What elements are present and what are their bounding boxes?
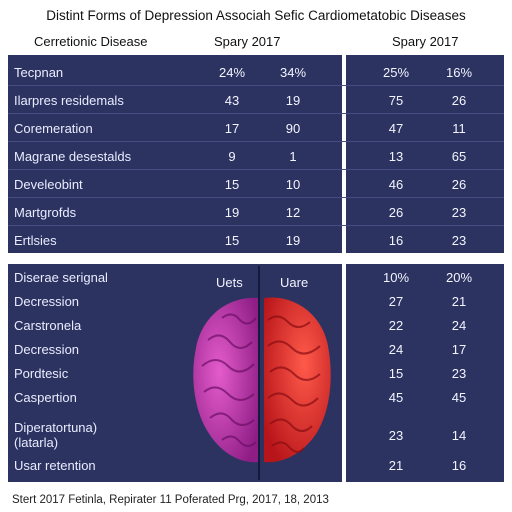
brain-header-left: Uets <box>216 275 243 290</box>
cell-value: 17 <box>451 342 467 357</box>
cell-value: 15 <box>388 366 404 381</box>
cell-value: 43 <box>224 93 240 108</box>
cell-value: 25% <box>382 65 410 80</box>
cell-value: 26 <box>388 205 404 220</box>
cell-value: 21 <box>388 458 404 473</box>
cell-value: 10% <box>382 270 410 285</box>
table-row: Ilarpres residemals 43 19 75 26 <box>0 86 512 114</box>
cell-value: 21 <box>451 294 467 309</box>
row-label-line-2: (latarla) <box>14 435 59 450</box>
row-label: Usar retention <box>14 458 96 473</box>
row-divider <box>8 113 504 114</box>
cell-value: 19 <box>285 93 301 108</box>
cell-value: 26 <box>451 177 467 192</box>
table-row: Caspertion 45 45 <box>0 384 512 408</box>
cell-value: 16 <box>451 458 467 473</box>
row-label: Decression <box>14 342 80 357</box>
column-header-disease: Cerretionic Disease <box>34 34 148 49</box>
row-label: Coremeration <box>14 121 93 136</box>
table-row: Martgrofds 19 12 26 23 <box>0 198 512 226</box>
cell-value: 15 <box>224 233 240 248</box>
study1-panel-top <box>178 55 342 253</box>
brain-illustration <box>193 297 331 463</box>
cell-value: 10 <box>285 177 301 192</box>
row-divider <box>8 85 504 86</box>
row-label: Ertlsies <box>14 233 57 248</box>
cell-value: 20% <box>445 270 473 285</box>
cell-value: 65 <box>451 149 467 164</box>
table-row: Usar retention 21 16 <box>0 452 512 476</box>
row-label: Carstronela <box>14 318 82 333</box>
brain-header-right: Uare <box>280 275 309 290</box>
cell-value: 34% <box>279 65 307 80</box>
page-title: Distint Forms of Depression Associah Sef… <box>46 8 466 23</box>
cell-value: 17 <box>224 121 240 136</box>
cell-value: 23 <box>451 366 467 381</box>
row-label: Diserae serignal <box>14 270 108 285</box>
cell-value: 14 <box>451 428 467 443</box>
cell-value: 19 <box>224 205 240 220</box>
cell-value: 27 <box>388 294 404 309</box>
table-row: Magrane desestalds 9 1 13 65 <box>0 142 512 170</box>
row-label: Develeobint <box>14 177 83 192</box>
cell-value: 12 <box>285 205 301 220</box>
study2-panel-bottom <box>346 264 504 482</box>
brain-right-hemisphere <box>264 297 331 463</box>
cell-value: 24 <box>451 318 467 333</box>
table-row: Ertlsies 15 19 16 23 <box>0 226 512 254</box>
row-divider <box>8 225 504 226</box>
study2-panel-top <box>346 55 504 253</box>
cell-value: 22 <box>388 318 404 333</box>
table-row: Decression 24 17 <box>0 336 512 360</box>
cell-value: 16% <box>445 65 473 80</box>
row-divider <box>8 197 504 198</box>
table-row: Carstronela 22 24 <box>0 312 512 336</box>
cell-value: 1 <box>289 149 297 164</box>
row-label: Magrane desestalds <box>14 149 132 164</box>
table-row: Diperatortuna) (latarla) 23 14 <box>0 414 512 450</box>
cell-value: 23 <box>388 428 404 443</box>
cell-value: 16 <box>388 233 404 248</box>
row-label: Decression <box>14 294 80 309</box>
cell-value: 45 <box>451 390 467 405</box>
table-row: Develeobint 15 10 46 26 <box>0 170 512 198</box>
label-panel-top <box>8 55 178 253</box>
cell-value: 15 <box>224 177 240 192</box>
row-divider <box>8 141 504 142</box>
table-row: Pordtesic 15 23 <box>0 360 512 384</box>
row-divider <box>8 169 504 170</box>
cell-value: 90 <box>285 121 301 136</box>
row-label: Caspertion <box>14 390 77 405</box>
table-row: Coremeration 17 90 47 11 <box>0 114 512 142</box>
cell-value: 11 <box>452 121 466 136</box>
row-label: Martgrofds <box>14 205 77 220</box>
table-row: Diserae serignal 10% 20% <box>0 264 512 288</box>
column-header-study-1: Spary 2017 <box>214 34 281 49</box>
cell-value: 19 <box>285 233 301 248</box>
cell-value: 75 <box>388 93 404 108</box>
table-row: Tecpnan 24% 34% 25% 16% <box>0 58 512 86</box>
cell-value: 23 <box>451 233 467 248</box>
cell-value: 46 <box>388 177 404 192</box>
row-label: Ilarpres residemals <box>14 93 124 108</box>
label-panel-bottom <box>8 264 178 482</box>
cell-value: 26 <box>451 93 467 108</box>
brain-left-folds <box>201 313 257 447</box>
cell-value: 45 <box>388 390 404 405</box>
brain-right-folds <box>267 315 321 453</box>
column-header-study-2: Spary 2017 <box>392 34 459 49</box>
cell-value: 9 <box>228 149 236 164</box>
row-label: Pordtesic <box>14 366 69 381</box>
source-footnote: Stert 2017 Fetinla, Repirater 11 Poferat… <box>12 494 329 506</box>
brain-divider <box>258 266 260 480</box>
cell-value: 24% <box>218 65 246 80</box>
cell-value: 23 <box>451 205 467 220</box>
table-row: Decression 27 21 <box>0 288 512 312</box>
row-label: Tecpnan <box>14 65 64 80</box>
row-label: Diperatortuna) <box>14 420 98 435</box>
cell-value: 24 <box>388 342 404 357</box>
cell-value: 47 <box>388 121 404 136</box>
cell-value: 13 <box>388 149 404 164</box>
